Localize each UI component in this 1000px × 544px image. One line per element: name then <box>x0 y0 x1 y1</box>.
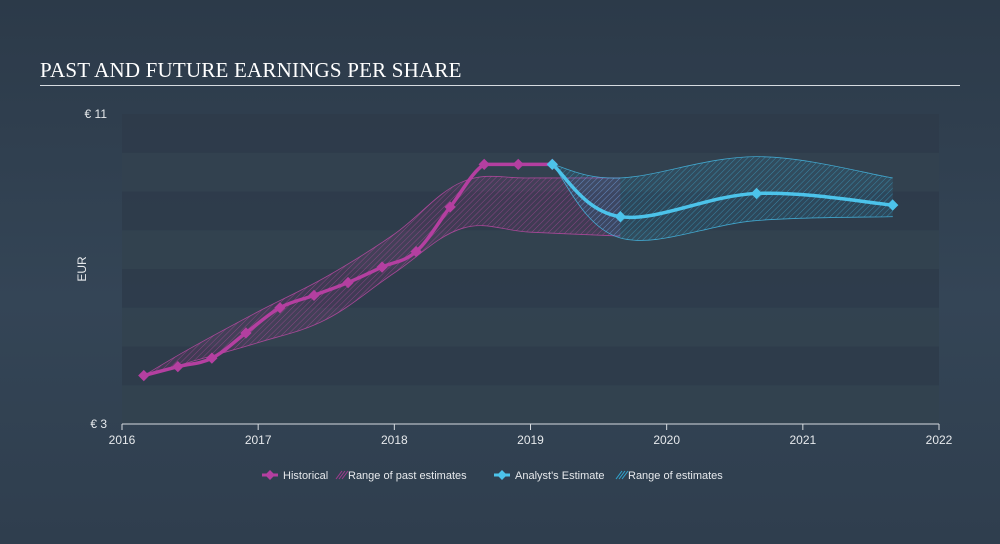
x-tick-label: 2021 <box>789 433 816 447</box>
grid-band <box>122 230 939 269</box>
axes: € 11 € 3 EUR 2016 2017 2018 2019 2020 2021 2022 <box>75 107 953 447</box>
historical-point <box>376 261 388 273</box>
title-divider <box>40 85 960 86</box>
past-estimates-range-lower-edge <box>143 225 621 376</box>
historical-point <box>478 158 490 171</box>
analyst-estimate-point <box>750 187 763 200</box>
legend: Historical Range of past estimates Analyst… <box>262 470 723 482</box>
analyst-estimate-point <box>614 211 627 223</box>
x-tick-label: 2019 <box>517 433 544 447</box>
legend-item-historical: Historical <box>262 470 328 482</box>
x-tick-label: 2018 <box>381 433 408 447</box>
legend-swatch-marker <box>265 470 275 480</box>
grid-band <box>122 346 939 386</box>
x-tick-label: 2017 <box>245 433 272 447</box>
legend-swatch-hatch <box>341 470 349 480</box>
analyst-estimate-line <box>550 162 895 220</box>
future-estimates-range-upper-edge <box>552 156 893 179</box>
historical-point <box>206 352 218 364</box>
analyst-estimate-point <box>887 199 899 211</box>
y-tick-label: € 3 <box>90 417 107 431</box>
chart-title: PAST AND FUTURE EARNINGS PER SHARE <box>40 58 462 82</box>
historical-point <box>512 158 524 171</box>
x-tick-label: 2016 <box>109 433 136 447</box>
legend-swatch-marker <box>497 470 507 480</box>
legend-swatch-hatch <box>335 470 343 480</box>
legend-label: Range of past estimates <box>348 470 467 482</box>
legend-swatch-hatch <box>618 470 626 480</box>
historical-point <box>410 245 422 258</box>
analyst-estimate-point <box>546 158 558 171</box>
historical-point <box>240 327 252 339</box>
legend-swatch-hatch <box>621 470 629 480</box>
grid-band <box>122 114 939 153</box>
y-axis-label: EUR <box>75 256 89 282</box>
historical-point <box>138 369 150 382</box>
legend-item-estimate-band: Range of estimates <box>615 470 723 482</box>
past-estimates-range-upper-edge <box>143 175 621 376</box>
series-markers <box>138 158 899 382</box>
legend-label: Analyst's Estimate <box>515 470 605 482</box>
background-bands <box>122 114 939 424</box>
x-tick-label: 2022 <box>926 433 953 447</box>
legend-label: Historical <box>283 470 328 482</box>
legend-item-estimate: Analyst's Estimate <box>494 470 605 482</box>
historical-point <box>274 302 286 314</box>
future-estimates-range-lower-edge <box>551 164 893 241</box>
x-tick-label: 2020 <box>653 433 680 447</box>
historical-point <box>444 201 456 213</box>
legend-swatch-hatch <box>338 470 346 480</box>
legend-item-historical-band: Range of past estimates <box>335 470 467 482</box>
legend-swatch-hatch <box>615 470 623 480</box>
y-tick-label: € 11 <box>85 107 108 121</box>
historical-point <box>342 276 354 289</box>
grid-band <box>122 385 939 424</box>
historical-point <box>172 360 184 373</box>
legend-label: Range of estimates <box>628 470 723 482</box>
grid-band <box>122 269 939 308</box>
historical-point <box>308 289 320 302</box>
past-estimates-range <box>143 176 621 376</box>
